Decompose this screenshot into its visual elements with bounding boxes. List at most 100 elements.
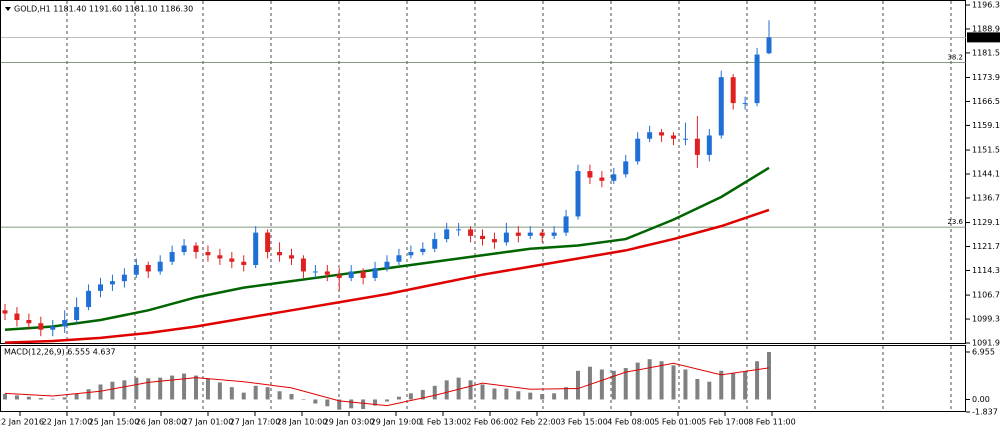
macd-bar: [731, 372, 736, 400]
macd-bar: [659, 361, 664, 400]
macd-label: MACD(12,26,9) 6.555 4.637: [4, 348, 116, 357]
candle-body: [635, 138, 641, 162]
candle-body: [480, 235, 485, 240]
candle-body: [217, 255, 223, 259]
candle-body: [551, 232, 557, 236]
x-tick-label: 22 Jan 17:00: [42, 418, 93, 427]
macd-bar: [647, 359, 652, 400]
candle-body: [503, 232, 509, 243]
macd-bar: [50, 398, 55, 400]
macd-bar: [361, 399, 366, 410]
macd-bar: [695, 378, 700, 400]
candle-body: [682, 138, 688, 140]
x-tick-label: 8 Feb 11:00: [748, 418, 795, 427]
macd-bar: [719, 370, 724, 400]
candle-body: [133, 264, 139, 275]
candle-body: [62, 320, 68, 327]
y-tick-label: 1181.50: [972, 48, 1000, 57]
candle-body: [599, 177, 605, 181]
macd-bar: [408, 393, 413, 400]
macd-bar: [146, 378, 151, 400]
candle-body: [312, 271, 318, 273]
macd-bar: [767, 352, 771, 400]
candle-body: [527, 232, 533, 236]
candle-body: [157, 261, 163, 272]
macd-bar: [134, 377, 139, 400]
macd-bar: [432, 385, 437, 400]
macd-bar: [3, 394, 7, 400]
macd-bar: [349, 399, 354, 409]
candle-body: [109, 281, 115, 285]
macd-bar: [170, 375, 175, 400]
macd-bar: [516, 391, 521, 400]
candle-body: [26, 320, 32, 324]
moving-average: [4, 208, 770, 344]
candle-body: [456, 229, 462, 231]
candle-body: [289, 255, 294, 259]
candle-body: [336, 274, 342, 278]
candle-body: [74, 307, 80, 321]
y-tick-label: 1129.10: [972, 218, 1000, 227]
candle-body: [754, 54, 760, 104]
macd-bar: [504, 388, 509, 400]
x-tick-label: 22 Jan 2016: [0, 418, 44, 427]
macd-bar: [755, 361, 760, 400]
macd-bar: [301, 399, 306, 400]
candle-body: [241, 261, 247, 265]
macd-bar: [325, 399, 330, 407]
candle-body: [432, 239, 438, 249]
macd-bar: [552, 393, 557, 400]
x-tick-label: 25 Jan 15:00: [89, 418, 140, 427]
candle-body: [730, 77, 736, 104]
x-tick-label: 26 Jan 08:00: [136, 418, 187, 427]
macd-bar: [253, 385, 258, 400]
macd-bar: [671, 365, 676, 400]
macd-bar: [86, 389, 91, 400]
macd-bar: [229, 387, 234, 400]
candle-body: [360, 271, 366, 278]
macd-signal: [4, 362, 770, 407]
main-frame: [0, 0, 966, 344]
candle-body: [14, 313, 20, 321]
candle-body: [324, 271, 330, 275]
y-tick-label: 1091.90: [972, 339, 1000, 348]
y-tick-label: 1144.10: [972, 170, 1000, 179]
header: GOLD,H1 1181.40 1191.60 1181.10 1186.30: [14, 5, 193, 14]
candle-body: [372, 268, 378, 278]
macd-frame: [0, 345, 966, 412]
macd-bar: [492, 388, 497, 400]
x-tick-label: 28 Jan 10:00: [277, 418, 328, 427]
candle-body: [98, 284, 103, 291]
macd-bar: [265, 387, 270, 400]
candle-body: [671, 135, 676, 139]
candle-body: [121, 274, 127, 282]
macd-tick-label: 0.00: [972, 395, 990, 404]
macd-bar: [241, 392, 246, 400]
macd-bar: [599, 369, 604, 400]
y-tick-label: 1159.10: [972, 121, 1000, 130]
x-tick-label: 27 Jan 17:00: [230, 418, 281, 427]
macd-bar: [110, 381, 115, 400]
menu-arrow[interactable]: [5, 7, 11, 11]
candle-body: [539, 232, 545, 236]
candle-body: [253, 232, 259, 265]
x-tick-label: 1 Feb 13:00: [419, 418, 466, 427]
macd-bar: [540, 394, 545, 400]
macd-bar: [74, 394, 79, 400]
candle-body: [50, 326, 56, 330]
candle-body: [384, 261, 390, 269]
x-tick-label: 4 Feb 08:00: [607, 418, 654, 427]
y-tick-label: 1173.90: [972, 73, 1000, 82]
candle-body: [181, 245, 187, 253]
y-tick-label: 1136.70: [972, 193, 1000, 202]
macd-bar: [564, 387, 569, 400]
candle-body: [468, 229, 474, 236]
candle-body: [265, 232, 271, 253]
candle-body: [396, 255, 402, 262]
macd-bar: [444, 380, 449, 400]
macd-bar: [743, 371, 748, 400]
candle-body: [277, 252, 283, 256]
y-tick-label: 1188.90: [972, 24, 1000, 33]
y-tick-label: 1121.70: [972, 242, 1000, 251]
